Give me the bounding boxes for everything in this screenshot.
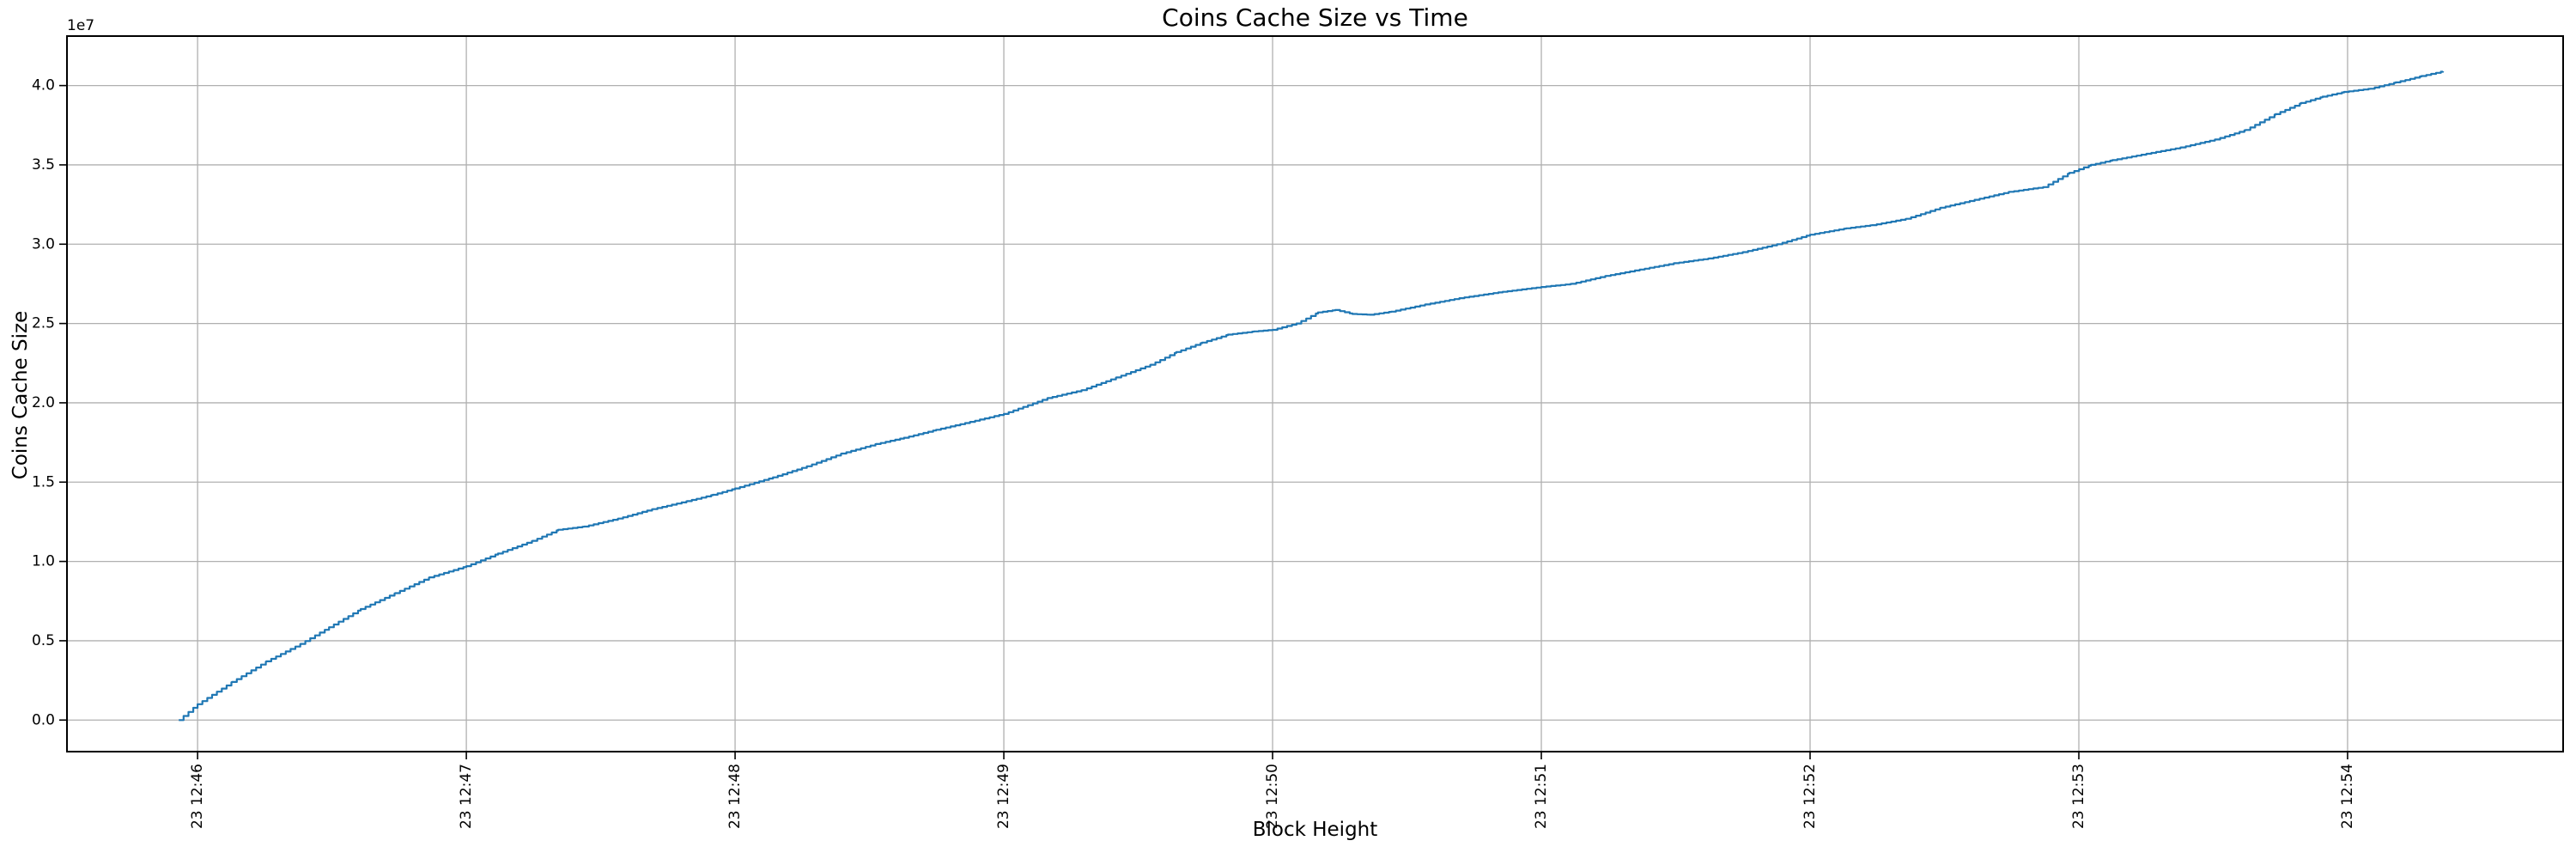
y-tick-label: 4.0 xyxy=(32,77,55,94)
y-tick-label: 2.5 xyxy=(32,315,55,332)
y-axis-label: Coins Cache Size xyxy=(9,310,32,480)
y-tick-label: 1.5 xyxy=(32,473,55,490)
x-tick-label: 23 12:51 xyxy=(1533,764,1550,829)
y-tick-label: 2.0 xyxy=(32,394,55,411)
x-tick-label: 23 12:49 xyxy=(995,764,1012,829)
y-tick-label: 3.5 xyxy=(32,156,55,174)
x-tick-label: 23 12:53 xyxy=(2070,764,2087,829)
x-tick-label: 23 12:50 xyxy=(1264,764,1281,829)
y-tick-label: 1.0 xyxy=(32,553,55,570)
data-line-coins-cache-size xyxy=(179,70,2445,722)
x-tick-label: 23 12:52 xyxy=(1801,764,1819,829)
x-axis-label: Block Height xyxy=(1252,819,1378,841)
y-tick-label: 3.0 xyxy=(32,235,55,253)
x-tick-label: 23 12:46 xyxy=(189,764,206,829)
chart-title: Coins Cache Size vs Time xyxy=(1162,3,1468,32)
x-tick-label: 23 12:54 xyxy=(2339,764,2356,829)
x-tick-label: 23 12:47 xyxy=(458,764,475,829)
y-axis-offset-text: 1e7 xyxy=(67,17,95,34)
y-tick-label: 0.0 xyxy=(32,711,55,728)
x-tick-label: 23 12:48 xyxy=(726,764,744,829)
plot-border xyxy=(66,35,2564,752)
y-tick-label: 0.5 xyxy=(32,632,55,649)
